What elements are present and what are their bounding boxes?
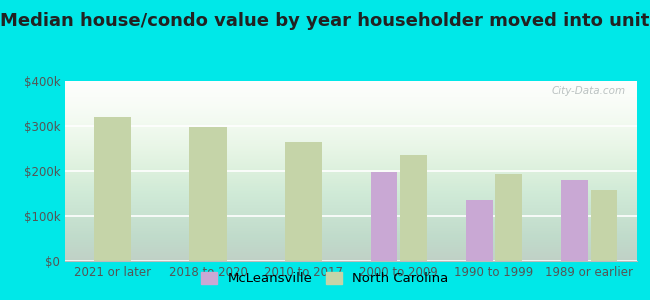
Text: City-Data.com: City-Data.com	[551, 86, 625, 96]
Bar	[562, 180, 588, 261]
Legend: McLeansville, North Carolina: McLeansville, North Carolina	[196, 266, 454, 290]
Bar	[466, 200, 493, 261]
Bar	[591, 190, 618, 261]
Bar	[400, 155, 426, 261]
Bar	[370, 172, 397, 261]
Bar	[94, 117, 131, 261]
Text: Median house/condo value by year householder moved into unit: Median house/condo value by year househo…	[0, 12, 650, 30]
Bar	[189, 127, 227, 261]
Bar	[495, 174, 522, 261]
Bar	[285, 142, 322, 261]
